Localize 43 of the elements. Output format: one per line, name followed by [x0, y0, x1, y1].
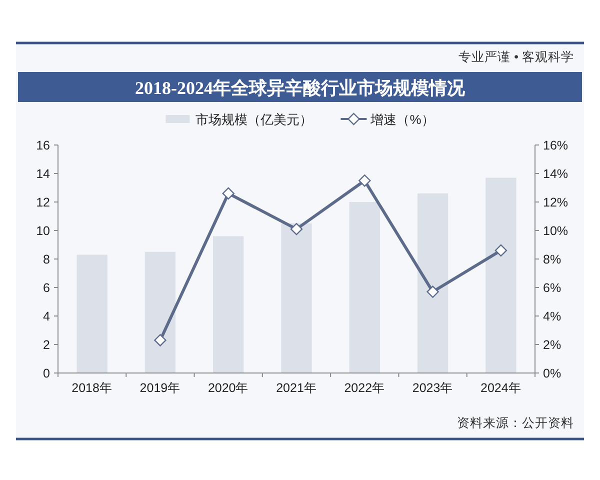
x-tick-label: 2019年 — [140, 381, 181, 395]
legend-label: 市场规模（亿美元） — [196, 112, 313, 127]
y2-tick-label: 12% — [543, 196, 568, 210]
legend-label: 增速（%） — [370, 112, 434, 127]
bar — [281, 223, 312, 373]
y2-tick-label: 6% — [543, 281, 562, 295]
y-tick-label: 14 — [36, 167, 50, 181]
x-tick-label: 2022年 — [344, 381, 386, 395]
y-tick-label: 6 — [43, 281, 50, 295]
x-tick-label: 2020年 — [208, 381, 249, 395]
x-tick-label: 2021年 — [276, 381, 317, 395]
y-tick-label: 16 — [36, 138, 50, 152]
point — [290, 222, 303, 236]
point — [494, 244, 508, 257]
text: 专业严谨 • 客观科学 — [458, 49, 574, 64]
y-tick-label: 2 — [43, 338, 50, 352]
y2-tick-label: 4% — [543, 310, 562, 324]
x-tick-label: 2023年 — [412, 381, 454, 395]
y-tick-label: 0 — [43, 366, 50, 380]
y-tick-label: 8 — [43, 252, 50, 266]
x-tick-label: 2024年 — [480, 381, 522, 395]
y2-tick-label: 16% — [543, 138, 568, 152]
bar — [486, 178, 516, 373]
point — [154, 334, 166, 346]
x-tick-label: 2018年 — [72, 381, 112, 395]
bar — [144, 252, 176, 373]
text: 资料来源：公开资料 — [457, 416, 574, 430]
bar — [213, 236, 244, 373]
y2-tick-label: 14% — [543, 167, 568, 181]
y-tick-label: 10 — [36, 224, 50, 238]
y-tick-label: 12 — [36, 196, 50, 210]
bar — [76, 254, 108, 373]
y-tick-label: 4 — [43, 310, 50, 324]
y2-tick-label: 2% — [543, 338, 562, 352]
point — [426, 286, 439, 298]
y2-tick-label: 10% — [543, 224, 568, 238]
point — [358, 174, 371, 187]
point — [222, 187, 234, 200]
bar — [417, 193, 448, 373]
y2-tick-label: 0% — [543, 366, 562, 380]
chart-title: 2018-2024年全球异辛酸行业市场规模情况 — [135, 78, 466, 98]
y2-tick-label: 8% — [543, 252, 562, 266]
bar — [349, 202, 380, 373]
